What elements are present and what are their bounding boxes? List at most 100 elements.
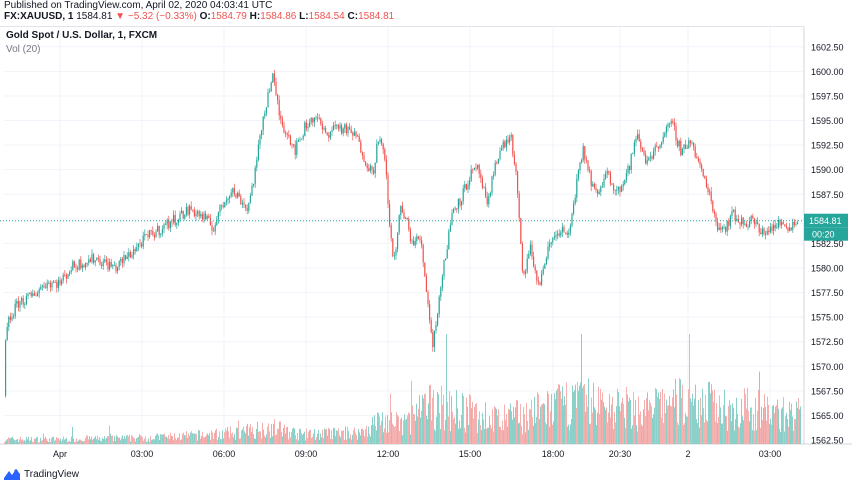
volume-bar xyxy=(57,438,58,444)
plot-frame[interactable] xyxy=(0,26,804,445)
volume-bar xyxy=(529,408,530,444)
volume-bar xyxy=(755,397,756,444)
volume-bar xyxy=(392,423,393,444)
candle-body xyxy=(126,256,128,260)
candle-body xyxy=(105,259,107,262)
volume-bar xyxy=(456,389,457,444)
candle-body xyxy=(733,209,735,212)
volume-bar xyxy=(526,402,527,444)
candle-body xyxy=(107,261,109,270)
candle-body xyxy=(521,243,523,271)
volume-bar xyxy=(609,394,610,444)
candle-body xyxy=(230,192,232,196)
volume-bar xyxy=(483,419,484,444)
candle-body xyxy=(573,203,575,214)
volume-bar xyxy=(300,429,301,444)
volume-bar xyxy=(204,437,205,444)
volume-bar xyxy=(206,434,207,444)
candle-body xyxy=(9,316,11,320)
volume-bar xyxy=(647,392,648,444)
volume-bar xyxy=(515,407,516,444)
candle-body xyxy=(155,231,157,238)
volume-bar xyxy=(253,433,254,444)
candle-body xyxy=(745,223,747,227)
candle-body xyxy=(179,213,181,220)
volume-bar xyxy=(771,424,772,444)
volume-bar xyxy=(8,437,9,444)
volume-bar xyxy=(704,422,705,444)
volume-bar xyxy=(507,426,508,444)
candle-body xyxy=(185,207,187,216)
volume-bar xyxy=(588,378,589,444)
volume-bar xyxy=(509,409,510,444)
candle-body xyxy=(517,171,519,194)
volume-bar xyxy=(616,406,617,444)
volume-bar xyxy=(562,386,563,444)
candle-body xyxy=(566,232,568,235)
volume-bar xyxy=(236,427,237,444)
volume-bar xyxy=(649,400,650,444)
candle-body xyxy=(294,144,296,155)
candle-body xyxy=(405,217,407,219)
candle-body xyxy=(635,138,637,143)
y-tick-label: 1587.50 xyxy=(811,190,844,200)
candle-body xyxy=(646,160,648,164)
volume-bar xyxy=(481,430,482,444)
volume-bar xyxy=(426,415,427,444)
candle-body xyxy=(523,270,525,274)
volume-bar xyxy=(231,433,232,444)
candle-body xyxy=(518,193,520,218)
candle-body xyxy=(387,175,389,204)
volume-bar xyxy=(394,426,395,444)
volume-bar xyxy=(42,440,43,444)
candle-body xyxy=(118,261,120,267)
candle-body xyxy=(614,190,616,191)
volume-bar xyxy=(783,397,784,444)
volume-bar xyxy=(225,428,226,444)
volume-bar xyxy=(713,401,714,444)
candle-body xyxy=(33,293,35,296)
volume-bar xyxy=(16,439,17,444)
volume-bar xyxy=(538,394,539,444)
volume-bar xyxy=(625,427,626,444)
volume-bar xyxy=(182,433,183,444)
volume-bar xyxy=(411,380,412,444)
candle-body xyxy=(726,220,728,232)
volume-bar xyxy=(519,422,520,444)
volume-bar xyxy=(51,438,52,444)
volume-bar xyxy=(749,421,750,444)
volume-bar xyxy=(39,442,40,444)
candle-body xyxy=(598,191,600,194)
candle-body xyxy=(459,198,461,206)
volume-bar xyxy=(514,417,515,444)
candle-body xyxy=(345,124,347,134)
volume-bar xyxy=(667,406,668,444)
candle-body xyxy=(273,73,275,82)
volume-bar xyxy=(205,436,206,444)
volume-bar xyxy=(591,397,592,444)
candle-body xyxy=(755,221,757,225)
volume-bar xyxy=(778,408,779,444)
candle-body xyxy=(365,161,367,165)
candle-body xyxy=(694,146,696,157)
volume-bar xyxy=(577,381,578,444)
candle-body xyxy=(262,116,264,131)
candle-body xyxy=(761,228,763,235)
volume-bar xyxy=(136,438,137,444)
volume-bar xyxy=(76,438,77,444)
volume-bar xyxy=(580,382,581,444)
candle-body xyxy=(648,157,650,161)
volume-bar xyxy=(680,379,681,444)
footer-brand[interactable]: TradingView xyxy=(4,468,79,480)
volume-bar xyxy=(273,424,274,444)
candle-body xyxy=(193,209,195,217)
volume-bar xyxy=(153,438,154,444)
volume-bar xyxy=(366,425,367,444)
volume-bar xyxy=(599,413,600,444)
volume-bar xyxy=(693,405,694,444)
candle-body xyxy=(537,280,539,282)
candle-body xyxy=(78,259,80,270)
volume-bar xyxy=(752,430,753,444)
volume-bar xyxy=(637,431,638,444)
